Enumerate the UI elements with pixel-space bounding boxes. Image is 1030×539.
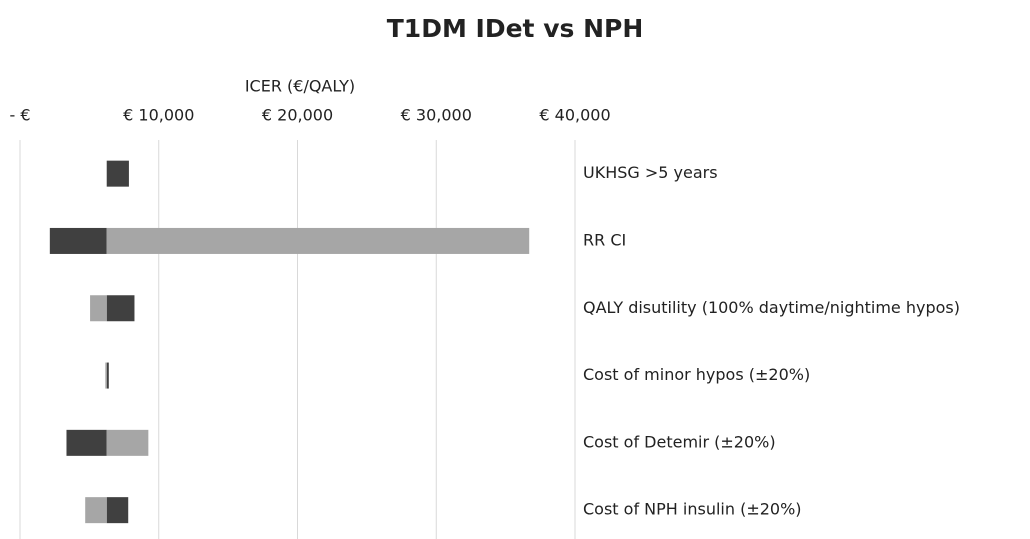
category-label: Cost of minor hypos (±20%) bbox=[583, 365, 810, 384]
category-label: UKHSG >5 years bbox=[583, 163, 718, 182]
bar bbox=[85, 497, 107, 524]
category-label: Cost of NPH insulin (±20%) bbox=[583, 500, 802, 519]
bar bbox=[90, 295, 107, 322]
bar bbox=[105, 362, 107, 389]
category-label: QALY disutility (100% daytime/nightime h… bbox=[583, 298, 960, 317]
x-tick-label: € 30,000 bbox=[401, 106, 472, 125]
bar bbox=[106, 295, 135, 322]
x-tick-label: - € bbox=[9, 106, 30, 125]
bar bbox=[66, 429, 107, 456]
x-tick-label: € 20,000 bbox=[262, 106, 333, 125]
bar bbox=[106, 160, 129, 187]
bar bbox=[106, 429, 149, 456]
chart-title: T1DM IDet vs NPH bbox=[387, 14, 644, 43]
category-label: RR CI bbox=[583, 230, 626, 249]
bar bbox=[49, 227, 107, 254]
bar bbox=[106, 362, 109, 389]
category-label: Cost of Detemir (±20%) bbox=[583, 432, 776, 451]
bar bbox=[106, 497, 129, 524]
x-tick-label: € 10,000 bbox=[123, 106, 194, 125]
x-tick-label: € 40,000 bbox=[539, 106, 610, 125]
x-axis-label: ICER (€/QALY) bbox=[245, 77, 355, 96]
bar bbox=[106, 227, 530, 254]
